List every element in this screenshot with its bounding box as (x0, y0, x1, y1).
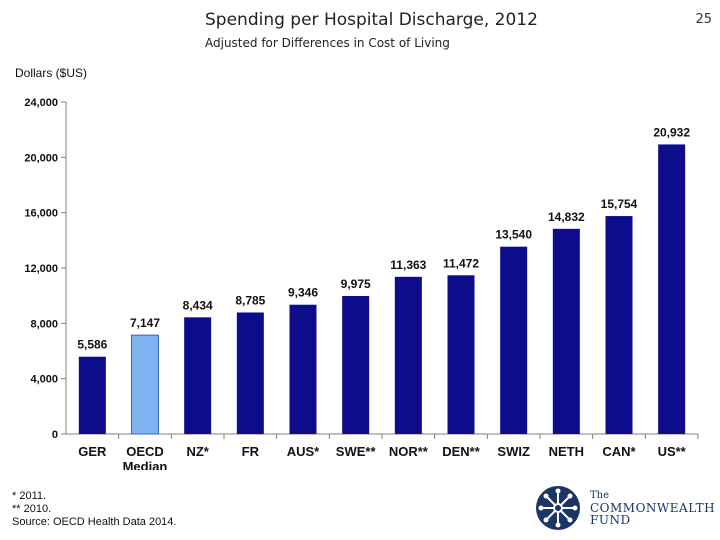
data-label: 11,472 (443, 256, 479, 270)
logo-line-fund: FUND (590, 513, 631, 527)
y-tick-label: 0 (52, 429, 58, 441)
bar-oecd-median (131, 334, 159, 435)
bar-nor (394, 276, 422, 434)
x-tick-label: CAN* (602, 444, 636, 459)
data-label: 11,363 (390, 258, 426, 272)
x-tick-label: AUS* (287, 444, 320, 459)
y-axis-label: Dollars ($US) (15, 66, 88, 80)
page-number: 25 (695, 12, 712, 27)
x-tick-label: NETH (549, 444, 584, 459)
footnote-2011: * 2011. (12, 490, 47, 502)
bar-chart: 0 4,000 8,000 12,000 16,000 20,000 24,000 5,586… (24, 97, 699, 470)
x-tick-label: FR (242, 444, 260, 459)
y-tick-label: 8,000 (30, 318, 58, 330)
data-label: 14,832 (548, 210, 585, 224)
y-tick-label: 12,000 (24, 263, 58, 275)
x-tick-label: SWE** (336, 444, 377, 459)
y-tick-label: 24,000 (24, 97, 58, 109)
footnotes: * 2011. ** 2010. Source: OECD Health Dat… (12, 490, 176, 529)
bar-nz (184, 317, 212, 434)
y-tick-label: 16,000 (24, 208, 58, 220)
bar-den (447, 275, 475, 434)
data-label: 9,346 (288, 286, 318, 300)
data-label: 8,785 (235, 293, 265, 307)
x-tick-label: Median (123, 459, 168, 470)
star-burst-icon (536, 486, 580, 530)
x-tick-label: NOR** (389, 444, 429, 459)
logo-line-commonwealth: COMMONWEALTH (590, 501, 716, 515)
x-tick-label: US** (658, 444, 687, 459)
commonwealth-fund-logo: The COMMONWEALTH FUND (534, 484, 715, 532)
bar-neth (552, 228, 580, 434)
data-label: 20,932 (653, 125, 690, 139)
x-tick-label: GER (78, 444, 107, 459)
data-label: 15,754 (601, 197, 638, 211)
footnote-2010: ** 2010. (12, 503, 52, 515)
source-note: Source: OECD Health Data 2014. (12, 516, 177, 528)
bar-can (605, 216, 633, 434)
bar-swiz (500, 246, 528, 434)
x-tick-label: OECD (126, 444, 164, 459)
chart-title: Spending per Hospital Discharge, 2012 (205, 10, 538, 30)
x-tick-label: DEN** (442, 444, 481, 459)
bar-fr (236, 312, 264, 434)
data-label: 8,434 (183, 298, 213, 312)
bar-ger (78, 356, 106, 434)
bar-us (658, 144, 686, 434)
x-tick-label: SWIZ (497, 444, 530, 459)
data-label: 13,540 (495, 228, 532, 242)
chart-subtitle: Adjusted for Differences in Cost of Livi… (205, 36, 450, 50)
logo-line-the: The (590, 490, 610, 501)
x-tick-label: NZ* (186, 444, 209, 459)
data-label: 7,147 (130, 316, 160, 330)
data-label: 5,586 (77, 338, 107, 352)
bar-swe (342, 296, 370, 434)
data-label: 9,975 (341, 277, 371, 291)
bar-aus (289, 304, 317, 434)
y-tick-label: 20,000 (24, 152, 58, 164)
y-tick-label: 4,000 (30, 374, 58, 386)
